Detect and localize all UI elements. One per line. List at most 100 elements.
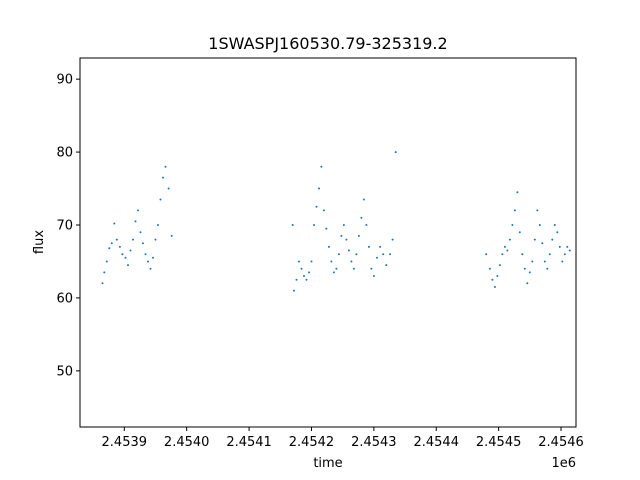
y-tick-label: 50 bbox=[56, 364, 73, 379]
data-point bbox=[310, 260, 313, 263]
data-point bbox=[568, 249, 571, 252]
data-point bbox=[315, 205, 318, 208]
data-point bbox=[110, 242, 113, 245]
data-point bbox=[526, 282, 529, 285]
data-point bbox=[385, 264, 388, 267]
data-point bbox=[298, 260, 300, 263]
data-point bbox=[101, 282, 104, 285]
data-point bbox=[362, 198, 365, 201]
data-point bbox=[531, 260, 534, 263]
data-point bbox=[365, 224, 368, 226]
data-point bbox=[508, 238, 511, 241]
data-point bbox=[513, 209, 516, 212]
data-point bbox=[553, 224, 556, 226]
x-tick-label: 2.4541 bbox=[226, 435, 272, 450]
data-point bbox=[543, 260, 546, 263]
y-axis-ticks: 50 60 70 80 90 bbox=[56, 73, 80, 379]
data-point bbox=[308, 271, 310, 274]
data-point bbox=[533, 238, 536, 241]
data-point bbox=[556, 231, 559, 234]
x-tick-label: 2.4544 bbox=[413, 435, 459, 450]
x-axis-ticks: 2.4539 2.4540 2.4541 2.4542 2.4543 2.4544 2.45… bbox=[102, 427, 584, 450]
x-axis-label: time bbox=[313, 456, 342, 471]
data-point bbox=[303, 275, 305, 277]
data-point bbox=[127, 264, 129, 267]
data-point bbox=[121, 253, 124, 256]
data-point bbox=[360, 216, 363, 219]
y-tick-label: 80 bbox=[56, 146, 73, 161]
x-tick-label: 2.4545 bbox=[476, 435, 522, 450]
data-point bbox=[541, 242, 544, 245]
x-tick-label: 2.4542 bbox=[289, 435, 335, 450]
data-point bbox=[563, 253, 566, 256]
data-point bbox=[170, 234, 173, 237]
y-tick-label: 60 bbox=[56, 291, 73, 306]
data-point bbox=[345, 238, 348, 241]
data-point bbox=[491, 278, 494, 281]
data-point bbox=[157, 224, 159, 226]
data-point bbox=[164, 165, 167, 168]
data-point bbox=[330, 260, 333, 263]
data-point bbox=[340, 234, 343, 237]
data-point bbox=[558, 245, 561, 248]
data-point bbox=[379, 245, 382, 248]
data-point bbox=[293, 289, 295, 292]
data-point bbox=[154, 238, 157, 241]
data-point bbox=[320, 165, 323, 168]
data-point bbox=[159, 198, 162, 201]
data-point bbox=[566, 245, 569, 248]
data-point bbox=[536, 209, 539, 212]
data-point bbox=[511, 224, 514, 226]
data-points bbox=[101, 151, 571, 292]
data-point bbox=[103, 271, 106, 274]
data-point bbox=[108, 247, 111, 250]
data-point bbox=[113, 222, 116, 225]
data-point bbox=[149, 267, 152, 270]
y-tick-label: 90 bbox=[56, 73, 73, 88]
data-point bbox=[291, 224, 294, 226]
data-point bbox=[389, 253, 392, 256]
data-point bbox=[350, 260, 353, 263]
data-point bbox=[327, 245, 330, 248]
data-point bbox=[318, 187, 320, 190]
data-point bbox=[506, 249, 509, 252]
data-point bbox=[300, 267, 303, 270]
data-point bbox=[142, 242, 144, 245]
data-point bbox=[134, 220, 137, 223]
data-point bbox=[305, 278, 308, 281]
data-point bbox=[347, 249, 350, 252]
data-point bbox=[518, 231, 521, 234]
y-tick-label: 70 bbox=[56, 218, 73, 233]
data-point bbox=[367, 245, 370, 248]
data-point bbox=[501, 253, 504, 256]
y-axis-label: flux bbox=[32, 230, 47, 254]
data-point bbox=[521, 253, 524, 256]
data-point bbox=[376, 256, 378, 259]
data-point bbox=[357, 234, 360, 237]
data-point bbox=[325, 227, 328, 230]
data-point bbox=[488, 267, 491, 270]
data-point bbox=[124, 256, 127, 259]
data-point bbox=[352, 267, 355, 270]
data-point bbox=[391, 238, 394, 241]
data-point bbox=[295, 278, 298, 281]
data-point bbox=[147, 260, 149, 263]
x-tick-label: 2.4543 bbox=[351, 435, 397, 450]
data-point bbox=[115, 238, 118, 241]
data-point bbox=[335, 267, 338, 270]
data-point bbox=[167, 187, 170, 190]
data-point bbox=[485, 253, 488, 256]
data-point bbox=[546, 267, 549, 270]
data-point bbox=[342, 224, 345, 226]
data-point bbox=[105, 260, 108, 263]
data-point bbox=[137, 209, 139, 212]
data-point bbox=[152, 256, 154, 259]
x-tick-label: 2.4540 bbox=[164, 435, 210, 450]
data-point bbox=[394, 151, 397, 154]
chart-title: 1SWASPJ160530.79-325319.2 bbox=[208, 34, 447, 53]
x-offset-label: 1e6 bbox=[551, 456, 576, 471]
data-point bbox=[516, 191, 519, 194]
data-point bbox=[538, 224, 541, 226]
data-point bbox=[548, 253, 551, 256]
